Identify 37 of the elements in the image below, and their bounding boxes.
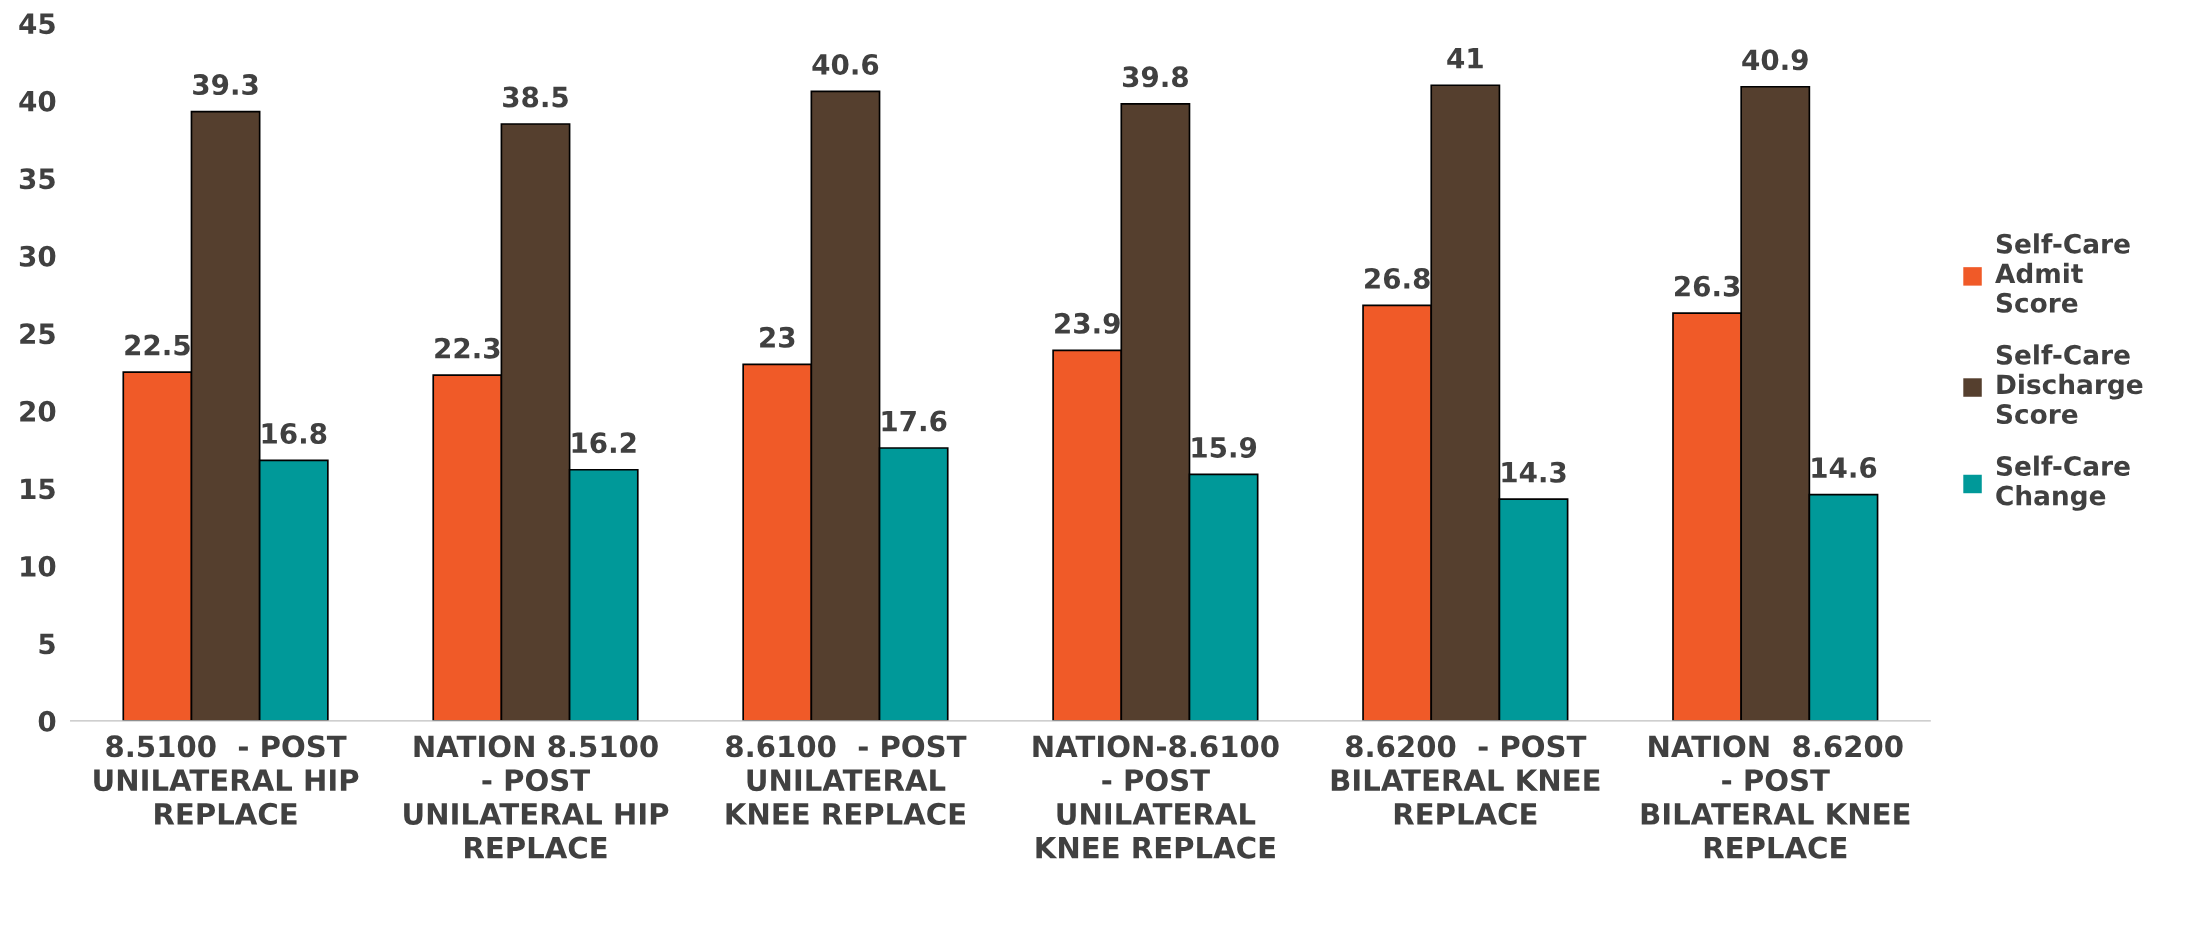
data-label: 38.5 [503, 86, 568, 108]
data-label: 23 [760, 326, 795, 348]
data-label: 22.5 [125, 334, 190, 356]
data-label: 39.3 [193, 74, 258, 96]
data-label: 23.9 [1055, 312, 1120, 334]
x-tick-label: 8.6100 - POST UNILATERAL KNEE REPLACE [726, 735, 967, 825]
data-label: 22.3 [435, 337, 500, 359]
y-tick-label: 5 [39, 633, 55, 655]
legend-label: Self-Care Discharge Score [1996, 344, 2143, 425]
x-tick-label: NATION 8.5100 - POST UNILATERAL HIP REPLACE [404, 735, 669, 859]
y-tick-label: 40 [19, 90, 56, 112]
data-label: 16.8 [262, 422, 327, 444]
x-tick-label: 8.5100 - POST UNILATERAL HIP REPLACE [94, 735, 359, 825]
data-label: 14.6 [1812, 457, 1877, 479]
legend-label: Self-Care Admit Score [1995, 233, 2130, 313]
data-label: 17.6 [882, 410, 947, 432]
y-tick-label: 45 [19, 13, 55, 35]
y-tick-label: 15 [21, 478, 55, 500]
data-label: 26.3 [1675, 275, 1740, 297]
legend-label: Self-Care Change [1996, 455, 2130, 511]
data-label: 15.9 [1192, 436, 1257, 458]
y-tick-label: 25 [20, 323, 55, 345]
y-tick-label: 35 [19, 168, 55, 190]
data-label: 40.9 [1742, 49, 1808, 71]
data-label: 40.6 [812, 53, 879, 75]
data-label: 39.8 [1122, 66, 1188, 88]
data-label: 16.2 [572, 432, 636, 454]
x-tick-label: NATION 8.6200 - POST BILATERAL KNEE REPLACE [1641, 735, 1910, 859]
data-label: 26.8 [1365, 267, 1430, 289]
y-tick-label: 0 [38, 710, 56, 732]
data-label: 14.3 [1502, 461, 1566, 483]
data-label: 41 [1447, 48, 1483, 69]
x-tick-label: NATION-8.6100 - POST UNILATERAL KNEE REPLACE [1033, 735, 1279, 859]
y-tick-label: 30 [19, 245, 56, 267]
y-tick-label: 10 [21, 555, 56, 577]
y-tick-label: 20 [20, 400, 56, 422]
x-tick-label: 8.6200 - POST BILATERAL KNEE REPLACE [1331, 735, 1600, 825]
